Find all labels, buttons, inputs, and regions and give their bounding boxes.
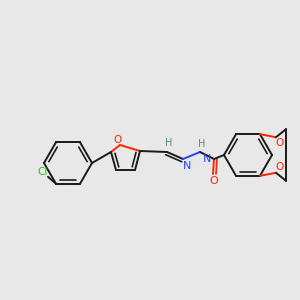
Text: H: H	[198, 139, 206, 149]
Text: N: N	[203, 154, 211, 164]
Text: O: O	[275, 138, 283, 148]
Text: O: O	[275, 162, 283, 172]
Text: N: N	[183, 161, 191, 171]
Text: O: O	[210, 176, 218, 186]
Text: H: H	[165, 138, 173, 148]
Text: O: O	[114, 135, 122, 145]
Text: Cl: Cl	[38, 167, 48, 177]
